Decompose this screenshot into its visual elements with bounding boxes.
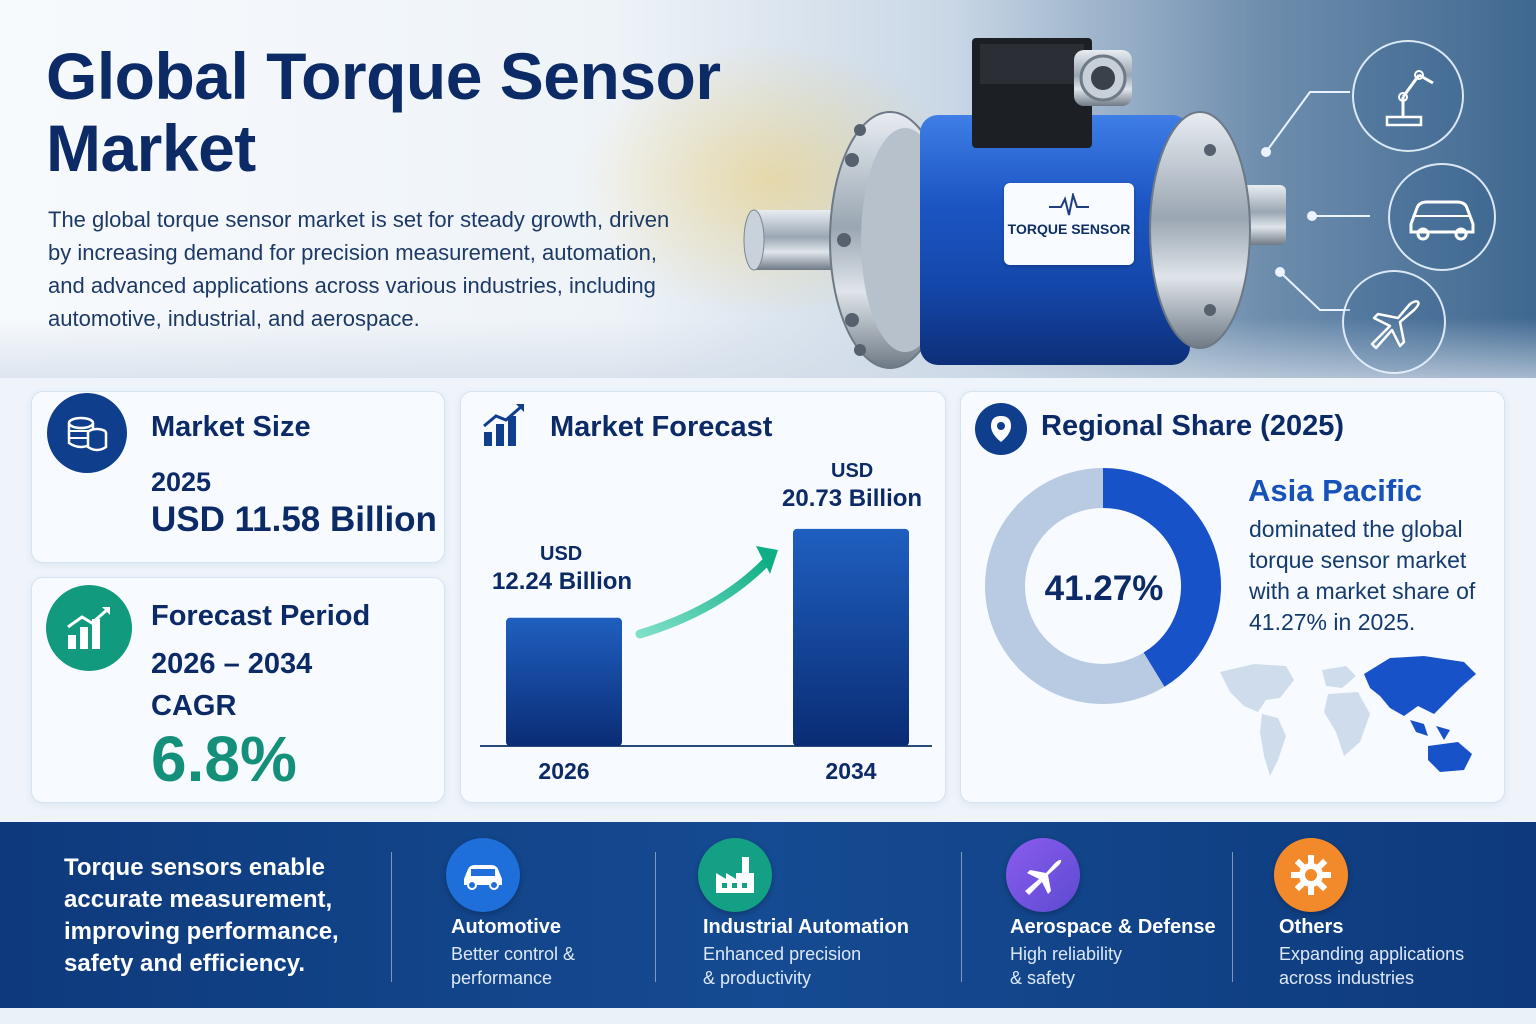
- coins-icon: [47, 393, 127, 473]
- donut-asia-pacific-slice: [1102, 468, 1221, 687]
- factory-icon: [698, 838, 772, 912]
- car-icon: [446, 838, 520, 912]
- cagr-label: CAGR: [151, 690, 237, 722]
- footer-strip: [0, 1008, 1536, 1024]
- market-size-title: Market Size: [151, 411, 311, 443]
- sensor-label-plate: TORQUE SENSOR: [1004, 183, 1134, 265]
- automotive-desc-line-1: Better control &: [451, 944, 576, 964]
- industrial-automation-description: Enhanced precision & productivity: [703, 942, 933, 990]
- aerospace-desc-line-2: & safety: [1010, 968, 1076, 988]
- region-description: dominated the global torque sensor marke…: [1249, 514, 1475, 638]
- band-divider: [1232, 852, 1233, 982]
- growth-arrow: [635, 555, 773, 639]
- airplane-icon: [1006, 838, 1080, 912]
- market-size-value: USD 11.58 Billion: [151, 500, 437, 539]
- region-name: Asia Pacific: [1248, 473, 1423, 508]
- bar2-value-label: 20.73 Billion: [782, 485, 923, 512]
- car-icon: [1388, 163, 1496, 271]
- world-map-illustration: [1220, 656, 1476, 776]
- aerospace-defense-title: Aerospace & Defense: [1010, 916, 1216, 938]
- robot-arm-icon: [1352, 40, 1464, 152]
- region-desc-line-2: torque sensor market: [1249, 547, 1467, 573]
- location-pin-icon: [975, 403, 1027, 455]
- automotive-desc-line-2: performance: [451, 968, 553, 988]
- bar1-value-label: 12.24 Billion: [492, 568, 633, 595]
- regional-share-title: Regional Share (2025): [1041, 410, 1344, 442]
- regional-share-donut: [985, 468, 1221, 704]
- others-title: Others: [1279, 916, 1344, 938]
- others-description: Expanding applications across industries: [1279, 942, 1509, 990]
- band-divider: [961, 852, 962, 982]
- bar2-currency: USD: [831, 460, 874, 482]
- tagline-line-3: improving performance,: [64, 918, 339, 945]
- growth-chart-icon: [46, 585, 132, 671]
- x-tick-label-2034: 2034: [825, 758, 876, 784]
- automotive-title: Automotive: [451, 916, 561, 938]
- market-forecast-chart: 2026 2034: [480, 528, 932, 784]
- forecast-period-range: 2026 – 2034: [151, 648, 313, 680]
- others-desc-line-2: across industries: [1279, 968, 1415, 988]
- airplane-icon: [1342, 270, 1446, 374]
- sensor-label-text: TORQUE SENSOR: [1007, 221, 1131, 237]
- tagline-line-2: accurate measurement,: [64, 886, 333, 913]
- donut-hole: [1027, 510, 1179, 662]
- tagline-line-1: Torque sensors enable: [64, 854, 325, 881]
- page-title: Global Torque Sensor Market: [46, 40, 766, 184]
- industrial-desc-line-2: & productivity: [703, 968, 812, 988]
- forecast-period-title: Forecast Period: [151, 600, 371, 632]
- signal-wave-icon: [1049, 193, 1089, 216]
- bar1-currency: USD: [540, 543, 583, 565]
- band-divider: [655, 852, 656, 982]
- title-line-1: Global Torque Sensor: [46, 39, 721, 113]
- aerospace-defense-description: High reliability & safety: [1010, 942, 1240, 990]
- industrial-automation-title: Industrial Automation: [703, 916, 909, 938]
- region-desc-line-4: 41.27% in 2025.: [1249, 609, 1416, 635]
- donut-value-label: 41.27%: [1044, 569, 1164, 608]
- band-tagline: Torque sensors enable accurate measureme…: [64, 852, 384, 980]
- title-line-2: Market: [46, 111, 256, 185]
- tagline-line-4: safety and efficiency.: [64, 950, 305, 977]
- rising-bar-chart-icon: [483, 404, 524, 446]
- forecast-bar-2034: [793, 528, 909, 746]
- region-desc-line-1: dominated the global: [1249, 516, 1463, 542]
- cagr-value: 6.8%: [151, 723, 297, 795]
- others-desc-line-1: Expanding applications: [1279, 944, 1465, 964]
- band-divider: [391, 852, 392, 982]
- market-size-year: 2025: [151, 467, 212, 497]
- market-forecast-title: Market Forecast: [550, 411, 773, 443]
- aerospace-desc-line-1: High reliability: [1010, 944, 1123, 964]
- hero-description: The global torque sensor market is set f…: [48, 207, 670, 331]
- region-desc-line-3: with a market share of: [1249, 578, 1476, 604]
- growth-arrow-head: [756, 546, 778, 574]
- automotive-description: Better control & performance: [451, 942, 681, 990]
- forecast-bar-2026: [506, 617, 622, 746]
- bars-layer: 2026 2034: [506, 528, 909, 784]
- application-connector-lines: [1261, 91, 1370, 311]
- gear-icon: [1274, 838, 1348, 912]
- hero-floor: [0, 318, 1536, 378]
- industrial-desc-line-1: Enhanced precision: [703, 944, 862, 964]
- x-tick-label-2026: 2026: [538, 758, 589, 784]
